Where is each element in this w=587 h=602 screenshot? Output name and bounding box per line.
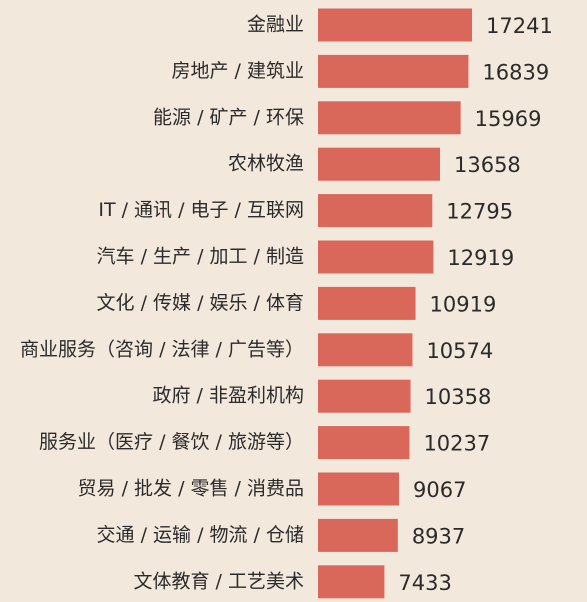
value-label: 15969 <box>475 107 542 131</box>
category-label: 交通 / 运输 / 物流 / 仓储 <box>97 524 304 546</box>
value-label: 12795 <box>446 200 513 224</box>
category-label: IT / 通讯 / 电子 / 互联网 <box>98 199 304 221</box>
bar <box>318 101 461 135</box>
category-label: 房地产 / 建筑业 <box>172 60 304 82</box>
value-label: 10358 <box>425 385 492 409</box>
value-label: 9067 <box>413 478 466 502</box>
bar <box>318 518 398 552</box>
value-label: 10574 <box>426 339 493 363</box>
bar <box>318 426 410 460</box>
value-label: 10919 <box>430 292 497 316</box>
bar <box>318 472 399 506</box>
value-label: 12919 <box>447 246 514 270</box>
bar <box>318 333 413 367</box>
bar <box>318 147 440 181</box>
bar <box>318 194 433 228</box>
bar <box>318 286 416 320</box>
category-label: 政府 / 非盈利机构 <box>153 385 304 407</box>
value-label: 13658 <box>454 153 521 177</box>
bar <box>318 565 385 599</box>
category-label: 文体教育 / 工艺美术 <box>134 570 304 592</box>
value-label: 16839 <box>482 60 549 84</box>
value-label: 7433 <box>398 571 451 595</box>
value-label: 10237 <box>423 432 490 456</box>
bar <box>318 379 411 413</box>
category-label: 贸易 / 批发 / 零售 / 消费品 <box>78 478 304 500</box>
category-label: 能源 / 矿产 / 环保 <box>153 106 304 128</box>
bar <box>318 240 434 274</box>
category-label: 汽车 / 生产 / 加工 / 制造 <box>97 246 304 268</box>
category-label: 商业服务（咨询 / 法律 / 广告等） <box>20 338 304 360</box>
category-label: 农林牧渔 <box>228 153 304 175</box>
bar <box>318 54 469 88</box>
category-label: 金融业 <box>247 14 304 36</box>
category-label: 文化 / 传媒 / 娱乐 / 体育 <box>97 292 304 314</box>
value-label: 17241 <box>486 14 553 38</box>
category-label: 服务业（医疗 / 餐饮 / 旅游等） <box>39 431 304 453</box>
bar <box>318 8 472 42</box>
value-label: 8937 <box>412 524 465 548</box>
